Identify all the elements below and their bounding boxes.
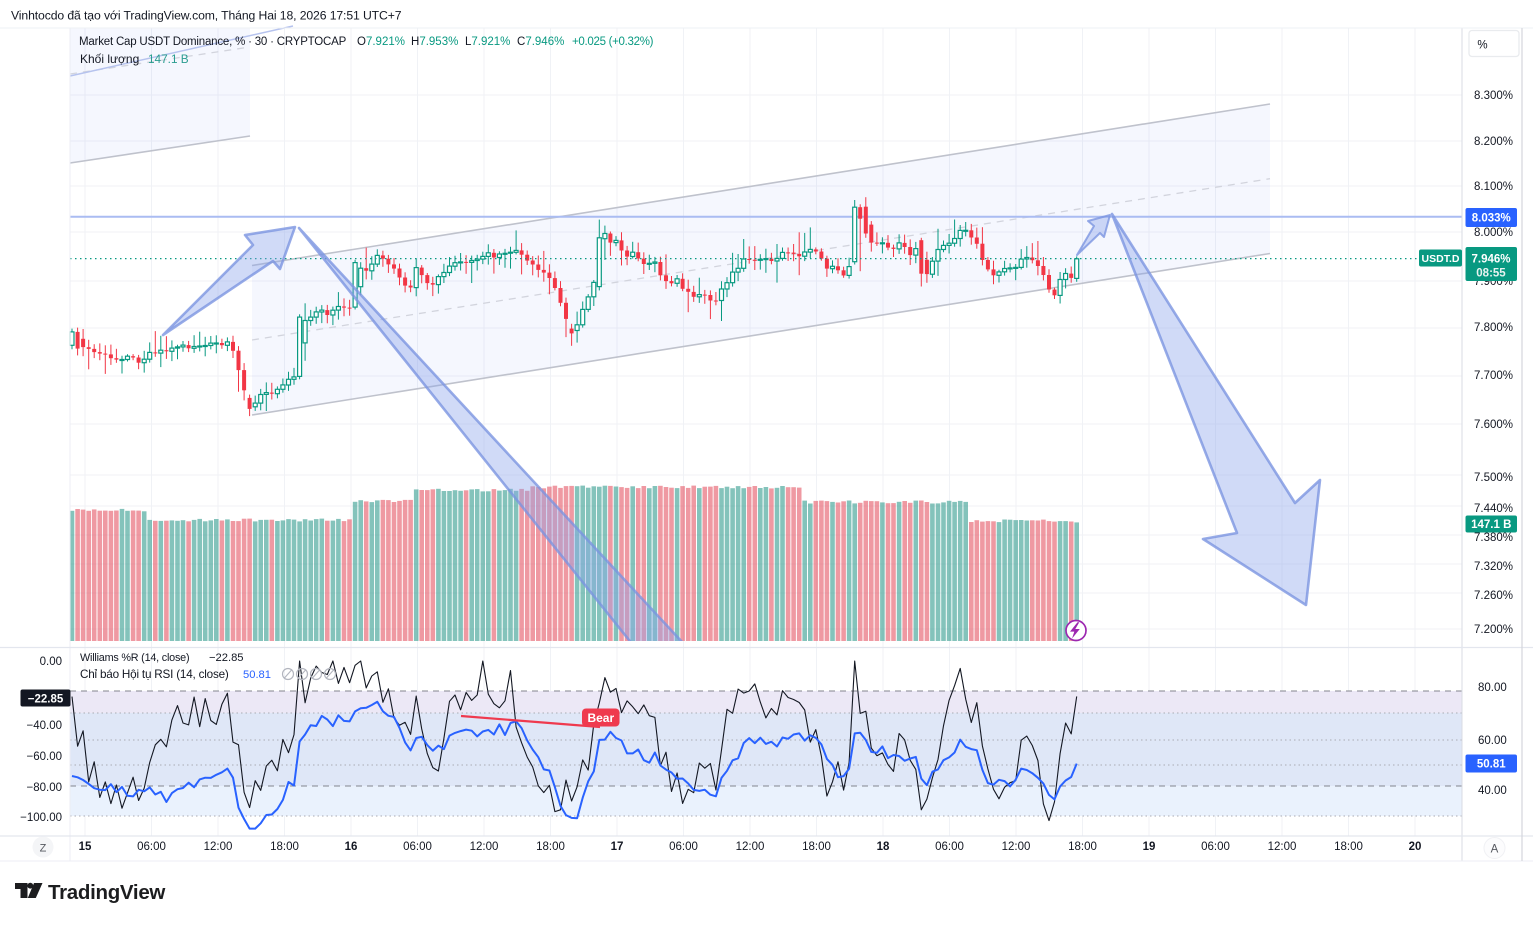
svg-text:06:00: 06:00 [1201, 841, 1230, 853]
svg-text:−60.00: −60.00 [27, 751, 63, 763]
svg-text:Williams %R (14, close): Williams %R (14, close) [80, 652, 189, 664]
svg-text:60.00: 60.00 [1478, 735, 1507, 747]
svg-text:06:00: 06:00 [137, 841, 166, 853]
svg-text:06:00: 06:00 [403, 841, 432, 853]
svg-text:7.600%: 7.600% [1474, 419, 1513, 431]
svg-text:7.320%: 7.320% [1474, 561, 1513, 573]
svg-text:Bear: Bear [587, 711, 614, 725]
svg-text:50.81: 50.81 [243, 669, 271, 681]
svg-text:12:00: 12:00 [204, 841, 233, 853]
svg-text:7.700%: 7.700% [1474, 370, 1513, 382]
svg-text:7.200%: 7.200% [1474, 624, 1513, 636]
svg-text:Chỉ báo Hội tụ RSI (14, close): Chỉ báo Hội tụ RSI (14, close) [80, 668, 229, 681]
svg-text:7.260%: 7.260% [1474, 590, 1513, 602]
svg-text:7.440%: 7.440% [1474, 503, 1513, 515]
svg-text:Khối lượng: Khối lượng [80, 52, 139, 66]
svg-text:%: % [1477, 40, 1487, 52]
svg-text:8.033%: 8.033% [1472, 213, 1511, 225]
svg-text:Z: Z [40, 843, 47, 855]
svg-text:18:00: 18:00 [802, 841, 831, 853]
svg-text:12:00: 12:00 [470, 841, 499, 853]
svg-text:+0.025 (+0.32%): +0.025 (+0.32%) [572, 36, 654, 48]
svg-text:−100.00: −100.00 [20, 812, 62, 824]
svg-text:8.200%: 8.200% [1474, 136, 1513, 148]
svg-text:20: 20 [1409, 841, 1422, 853]
svg-text:Vinhtocdo đã tạo với TradingVi: Vinhtocdo đã tạo với TradingView.com, Th… [11, 9, 402, 23]
svg-text:8.000%: 8.000% [1474, 227, 1513, 239]
svg-text:12:00: 12:00 [736, 841, 765, 853]
svg-text:17: 17 [611, 841, 624, 853]
svg-text:18:00: 18:00 [536, 841, 565, 853]
svg-text:18:00: 18:00 [1068, 841, 1097, 853]
svg-text:7.500%: 7.500% [1474, 472, 1513, 484]
svg-text:8.100%: 8.100% [1474, 181, 1513, 193]
svg-text:40.00: 40.00 [1478, 785, 1507, 797]
svg-text:C7.946%: C7.946% [517, 36, 564, 48]
svg-text:18:00: 18:00 [1334, 841, 1363, 853]
svg-text:7.800%: 7.800% [1474, 322, 1513, 334]
svg-text:06:00: 06:00 [669, 841, 698, 853]
svg-text:19: 19 [1143, 841, 1156, 853]
svg-text:TradingView: TradingView [48, 881, 165, 904]
svg-text:−22.85: −22.85 [209, 652, 244, 664]
svg-text:80.00: 80.00 [1478, 682, 1507, 694]
svg-text:06:00: 06:00 [935, 841, 964, 853]
svg-text:7.380%: 7.380% [1474, 532, 1513, 544]
svg-text:−80.00: −80.00 [27, 782, 63, 794]
svg-text:−40.00: −40.00 [27, 720, 63, 732]
svg-text:15: 15 [79, 841, 92, 853]
svg-text:147.1 B: 147.1 B [1471, 519, 1511, 531]
svg-text:18:00: 18:00 [270, 841, 299, 853]
svg-text:A: A [1491, 844, 1499, 856]
svg-text:Market Cap USDT Dominance, % ·: Market Cap USDT Dominance, % · 30 · CRYP… [79, 36, 347, 48]
svg-text:0.00: 0.00 [40, 656, 62, 668]
svg-text:−22.85: −22.85 [28, 694, 64, 706]
svg-text:8.300%: 8.300% [1474, 90, 1513, 102]
svg-text:18: 18 [877, 841, 890, 853]
svg-text:50.81: 50.81 [1477, 759, 1506, 771]
svg-text:12:00: 12:00 [1002, 841, 1031, 853]
svg-text:O7.921%: O7.921% [357, 36, 405, 48]
svg-text:147.1 B: 147.1 B [148, 52, 189, 66]
svg-text:16: 16 [345, 841, 358, 853]
svg-text:08:55: 08:55 [1476, 268, 1506, 280]
svg-text:H7.953%: H7.953% [411, 36, 458, 48]
svg-text:USDT.D: USDT.D [1422, 253, 1460, 265]
svg-text:12:00: 12:00 [1268, 841, 1297, 853]
svg-text:7.946%: 7.946% [1471, 254, 1510, 266]
svg-text:L7.921%: L7.921% [465, 36, 510, 48]
